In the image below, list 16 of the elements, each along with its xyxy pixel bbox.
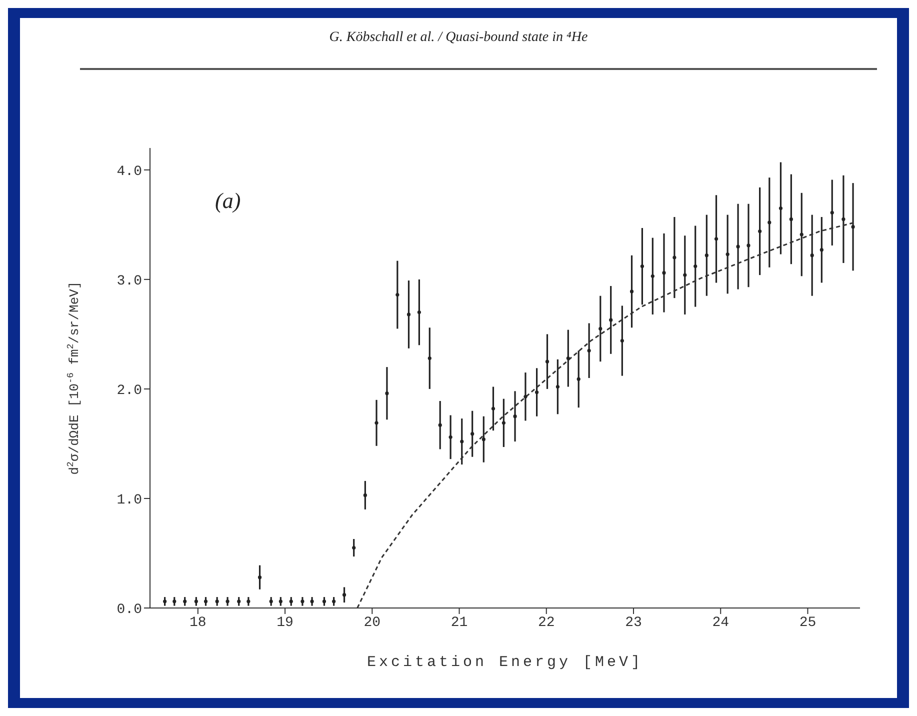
x-tick-label: 25 xyxy=(799,614,816,631)
y-tick-label: 1.0 xyxy=(116,492,142,508)
x-tick-label: 20 xyxy=(364,614,381,631)
x-axis-title: Excitation Energy [MeV] xyxy=(366,654,644,671)
x-tick-label: 22 xyxy=(538,614,555,631)
x-tick-label: 18 xyxy=(190,614,206,631)
x-tick-label: 19 xyxy=(276,614,294,631)
x-tick-label: 23 xyxy=(625,614,642,631)
chart-title: G. Köbschall et al. / Quasi-bound state in ⁴He xyxy=(328,29,589,46)
y-tick-label: 2.0 xyxy=(116,382,142,399)
y-tick-label: 0.0 xyxy=(116,602,142,618)
annotation: (a) xyxy=(215,188,241,214)
y-tick-label: 3.0 xyxy=(116,273,142,290)
x-tick-label: 21 xyxy=(450,614,468,631)
x-tick-label: 24 xyxy=(712,614,730,631)
y-tick-label: 4.0 xyxy=(116,164,142,180)
